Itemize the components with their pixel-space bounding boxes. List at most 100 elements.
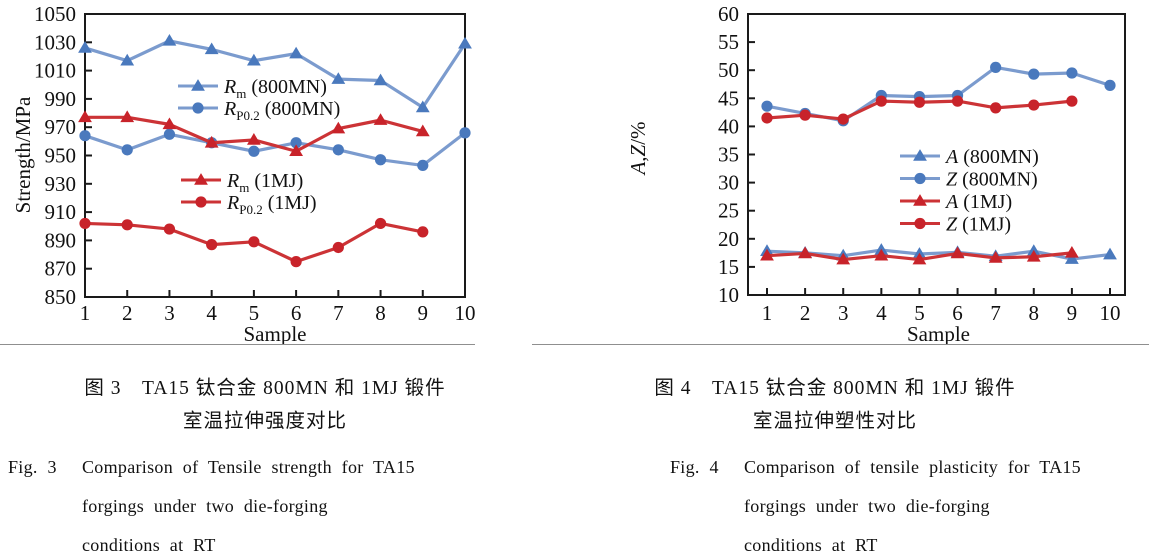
y-tick-label: 10	[718, 283, 739, 307]
circle-marker	[1028, 68, 1040, 80]
y-tick-label: 45	[718, 86, 739, 110]
triangle-marker	[458, 36, 472, 49]
caption-en-fig3: Fig. 3 Comparison of Tensile strength fo…	[8, 448, 478, 554]
divider-line	[0, 344, 475, 345]
triangle-marker	[798, 246, 813, 259]
caption-cn-fig4-line1: 图 4 TA15 钛合金 800MN 和 1MJ 锻件	[654, 378, 1016, 399]
triangle-marker	[913, 149, 927, 161]
x-tick-label: 5	[914, 301, 925, 325]
circle-marker	[79, 217, 91, 230]
legend-entry: Rm (800MN)	[178, 76, 327, 101]
x-tick-label: 5	[249, 301, 260, 325]
y-tick-label: 1050	[34, 2, 76, 26]
triangle-marker	[246, 133, 261, 145]
circle-marker	[163, 223, 176, 235]
x-tick-label: 4	[876, 301, 887, 325]
x-tick-label: 4	[206, 301, 217, 325]
y-tick-label: 25	[718, 199, 739, 223]
x-tick-label: 1	[762, 301, 773, 325]
series-a-1mj-	[760, 245, 1079, 265]
triangle-marker	[373, 113, 388, 125]
x-tick-label: 7	[333, 301, 344, 325]
circle-marker	[1066, 95, 1078, 107]
circle-marker	[761, 100, 773, 112]
legend-entry: RP0.2 (800MN)	[178, 98, 340, 123]
triangle-marker	[120, 110, 135, 123]
x-tick-label: 1	[80, 301, 91, 325]
triangle-marker	[204, 135, 219, 148]
circle-marker	[761, 112, 773, 124]
circle-marker	[206, 239, 218, 251]
caption-en-fig3-line3: conditions at RT	[82, 535, 216, 554]
circle-marker	[459, 127, 471, 139]
circle-marker	[332, 241, 344, 254]
triangle-marker	[1026, 249, 1041, 262]
circle-marker	[914, 172, 926, 185]
legend-entry: Z (800MN)	[900, 169, 1038, 191]
triangle-marker	[246, 53, 261, 66]
triangle-marker	[289, 46, 304, 59]
caption-cn-fig3: 图 3 TA15 钛合金 800MN 和 1MJ 锻件 室温拉伸强度对比	[0, 372, 530, 438]
triangle-marker	[836, 252, 851, 265]
circle-marker	[121, 219, 133, 231]
legend-label: Rm (800MN)	[223, 76, 327, 101]
legend-entry: Rm (1MJ)	[181, 170, 303, 195]
circle-marker	[290, 137, 302, 149]
caption-en-fig4-line1: Fig. 4 Comparison of tensile plasticity …	[670, 448, 1140, 487]
legend-entry: A (1MJ)	[900, 191, 1012, 213]
y-axis-title: A,Z/%	[626, 121, 650, 176]
legend-entry: RP0.2 (1MJ)	[181, 192, 317, 217]
circle-marker	[248, 145, 260, 157]
y-tick-label: 990	[45, 87, 77, 111]
series-rm-800mn-	[78, 33, 472, 113]
caption-en-fig3-line1: Fig. 3 Comparison of Tensile strength fo…	[8, 448, 478, 487]
x-tick-label: 9	[418, 301, 429, 325]
triangle-marker	[162, 33, 177, 46]
circle-marker	[951, 95, 964, 107]
triangle-marker	[78, 41, 92, 53]
triangle-marker	[1064, 245, 1079, 258]
caption-cn-fig3-line1: 图 3 TA15 钛合金 800MN 和 1MJ 锻件	[84, 378, 446, 399]
y-tick-label: 910	[45, 200, 77, 224]
x-axis-title: Sample	[907, 322, 970, 345]
x-tick-label: 7	[990, 301, 1001, 325]
y-tick-label: 1010	[34, 59, 76, 83]
triangle-marker	[162, 117, 177, 130]
y-tick-label: 20	[718, 227, 739, 251]
y-axis-title: Strength/MPa	[11, 96, 35, 213]
circle-marker	[163, 128, 176, 140]
caption-cn-fig4: 图 4 TA15 钛合金 800MN 和 1MJ 锻件 室温拉伸塑性对比	[575, 372, 1095, 438]
x-tick-label: 8	[375, 301, 386, 325]
triangle-marker	[950, 246, 965, 259]
triangle-marker	[331, 121, 346, 134]
circle-marker	[248, 236, 260, 248]
y-tick-label: 890	[45, 228, 77, 252]
circle-marker	[290, 256, 302, 268]
x-tick-label: 3	[838, 301, 849, 325]
circle-marker	[990, 61, 1002, 73]
circle-marker	[1104, 79, 1116, 91]
circle-marker	[192, 102, 204, 114]
y-tick-label: 950	[45, 144, 77, 168]
legend-label: A (1MJ)	[944, 191, 1012, 213]
circle-marker	[990, 102, 1002, 114]
circle-marker	[332, 144, 344, 156]
circle-marker	[195, 196, 207, 208]
legend-label: RP0.2 (800MN)	[223, 98, 340, 123]
triangle-marker	[415, 124, 430, 137]
series-rp0-2-1mj-	[79, 217, 429, 268]
legend-label: Rm (1MJ)	[226, 170, 303, 195]
y-tick-label: 55	[718, 30, 739, 54]
triangle-marker	[988, 251, 1003, 263]
caption-en-fig4-text: Comparison of tensile plasticity for TA1…	[744, 457, 1081, 477]
triangle-marker	[912, 252, 927, 265]
plot-border	[84, 13, 466, 298]
triangle-marker	[913, 194, 927, 206]
triangle-marker	[289, 144, 304, 157]
x-tick-label: 8	[1029, 301, 1040, 325]
figure-number-label: Fig. 3	[8, 457, 57, 477]
triangle-marker	[415, 100, 430, 113]
triangle-marker	[191, 79, 205, 91]
y-tick-label: 60	[718, 2, 739, 26]
